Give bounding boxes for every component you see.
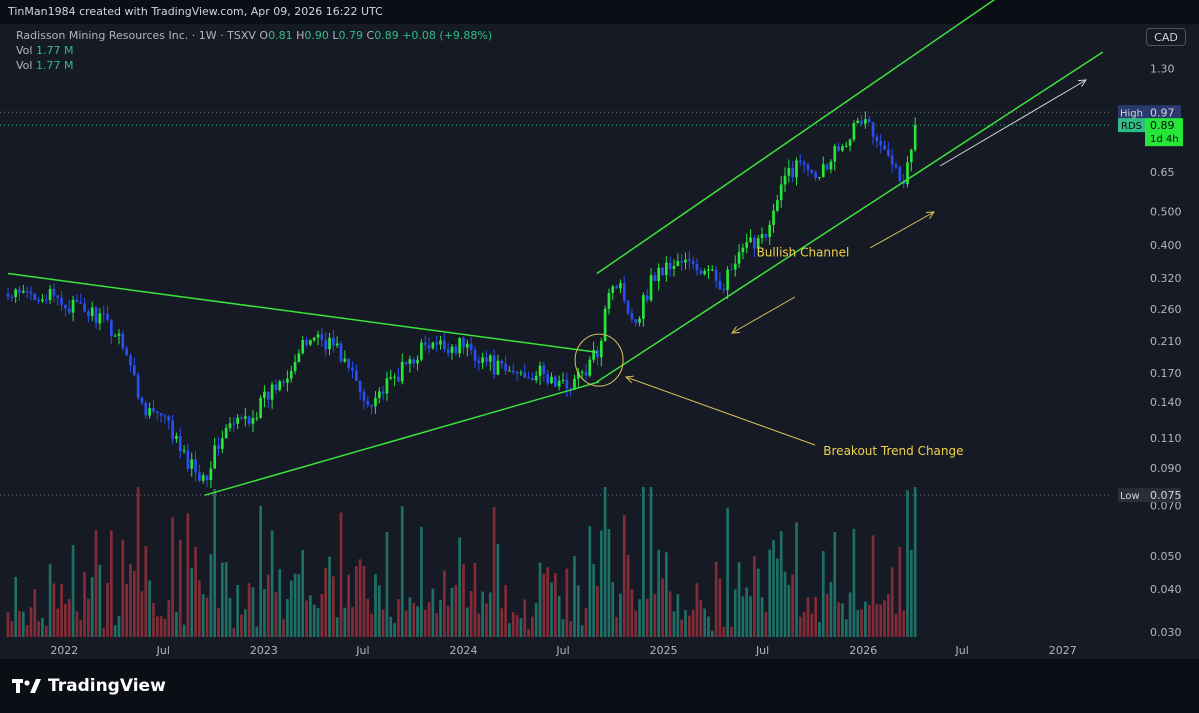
chart-attribution: TinMan1984 created with TradingView.com,… xyxy=(0,0,1199,24)
brand-name: TradingView xyxy=(48,676,166,696)
volume-value: 1.77 M xyxy=(35,44,74,57)
high-label: H xyxy=(296,29,305,42)
low-value: 0.79 xyxy=(338,29,364,42)
ohlc-row: Radisson Mining Resources Inc. · 1W · TS… xyxy=(16,28,492,43)
volume-row[interactable]: Vol 1.77 M xyxy=(16,58,492,73)
low-label: L xyxy=(332,29,339,42)
volume-label: Vol xyxy=(16,59,33,72)
open-value: 0.81 xyxy=(268,29,293,42)
tradingview-logo[interactable]: TradingView xyxy=(12,676,166,696)
symbol-legend: Radisson Mining Resources Inc. · 1W · TS… xyxy=(16,28,492,73)
chart-area[interactable] xyxy=(0,24,1199,659)
high-value: 0.90 xyxy=(304,29,329,42)
symbol-name[interactable]: Radisson Mining Resources Inc. · 1W · TS… xyxy=(16,29,256,42)
footer xyxy=(0,659,1199,713)
volume-value: 1.77 M xyxy=(35,59,74,72)
close-label: C xyxy=(366,29,375,42)
currency-button[interactable]: CAD xyxy=(1146,28,1186,46)
volume-label: Vol xyxy=(16,44,33,57)
change-value: +0.08 (+9.88%) xyxy=(402,29,493,42)
volume-row[interactable]: Vol 1.77 M xyxy=(16,43,492,58)
tradingview-logo-icon xyxy=(12,679,41,693)
close-value: 0.89 xyxy=(374,29,399,42)
open-label: O xyxy=(259,29,269,42)
